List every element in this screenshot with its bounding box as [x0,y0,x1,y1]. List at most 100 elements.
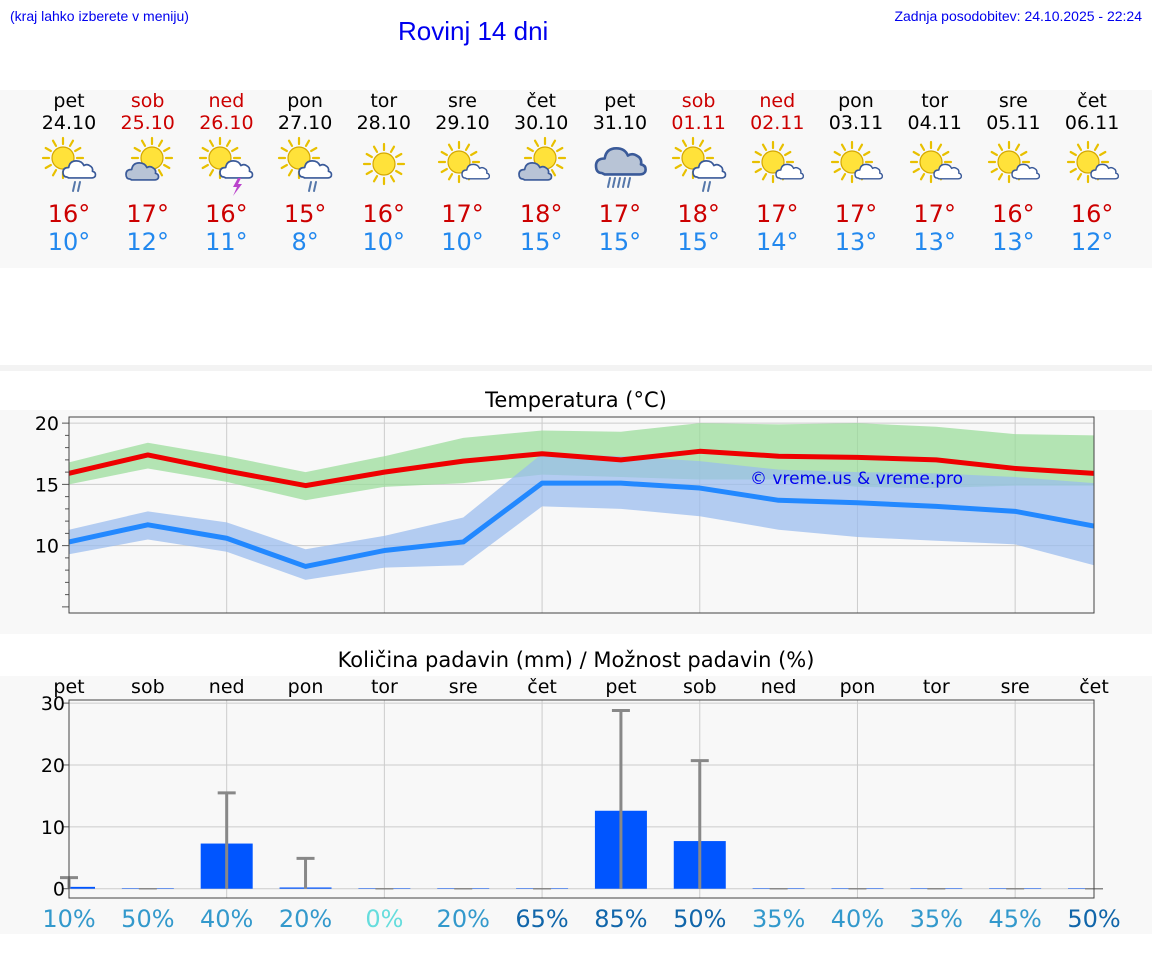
forecast-day: sre 29.10 17° 10° [423,90,503,256]
temp-min: 14° [756,228,799,256]
precip-probability: 85% [594,905,647,933]
x-category-label: sre [1001,676,1030,698]
forecast-day: pet 31.10 17° 15° [580,90,660,256]
precip-probability: 50% [1067,905,1120,933]
day-date: 29.10 [435,112,490,134]
temp-min: 10° [441,228,484,256]
day-name: pon [838,90,874,112]
forecast-day: sob 01.11 18° 15° [659,90,739,256]
plot-frame [68,699,1095,899]
day-date: 27.10 [277,112,333,134]
forecast-day: sre 05.11 16° 13° [973,90,1053,256]
temp-min: 13° [992,228,1035,256]
day-name: sob [130,90,165,112]
day-name: tor [370,90,398,112]
precip-probability: 45% [988,905,1041,933]
forecast-day: tor 04.11 17° 13° [895,90,975,256]
sun-icon [362,142,405,186]
precip-probability: 20% [279,905,332,933]
precip-probability: 35% [910,905,963,933]
day-date: 05.11 [986,112,1041,134]
temp-min: 15° [519,228,563,256]
temp-max: 15° [283,200,327,228]
day-date: 25.10 [120,112,175,134]
temp-min: 15° [598,228,642,256]
day-date: 31.10 [592,112,648,134]
day-name: sre [998,90,1028,112]
forecast-days-panel: pet 24.10 16° 10° sob 25.10 17° 12° ned 26.10 1… [0,90,1152,268]
plot-frame [68,416,1095,614]
temp-min: 10° [47,228,91,256]
precip-probability: 40% [831,905,884,933]
x-category-label: ned [761,676,797,698]
temp-min: 13° [913,228,956,256]
x-category-label: pon [840,676,876,698]
forecast-day: pon 27.10 15° 8° [265,90,345,256]
forecast-day: čet 30.10 18° 15° [501,90,581,256]
y-tick-label: 15 [35,474,59,496]
temp-max: 18° [519,200,563,228]
sun-cloud-thunder-icon [199,136,254,196]
forecast-day: pon 03.11 17° 13° [816,90,896,256]
precip-bar [1068,888,1094,889]
day-name: pet [53,90,85,112]
series-line-max [68,448,1095,489]
x-category-label: ned [209,676,245,698]
temp-max: 16° [992,200,1035,228]
watermark: © vreme.us & vreme.pro [750,469,963,489]
sun-small-cloud-icon [437,140,490,184]
y-tick-label: 10 [35,536,59,558]
temp-min: 12° [126,228,169,256]
temp-min: 10° [362,228,406,256]
day-name: čet [526,90,556,112]
x-category-label: sob [131,676,165,698]
divider [0,365,1152,371]
precip-probability: 65% [515,905,568,933]
temp-max: 16° [1070,200,1114,228]
day-date: 28.10 [356,112,411,134]
sun-cloud-rain-icon [671,136,726,192]
temp-max: 17° [756,200,799,228]
sun-small-cloud-icon [909,140,962,184]
temp-max: 16° [362,200,406,228]
forecast-day: tor 28.10 16° 10° [344,90,424,256]
x-category-label: pon [288,676,324,698]
temp-max: 17° [913,200,956,228]
temp-min: 13° [834,228,878,256]
x-category-label: sob [683,676,717,698]
x-category-label: pet [53,676,84,698]
range-band-min-range [69,453,1094,580]
cloud-heavy-rain-icon [594,147,647,188]
temperature-chart-title: Temperatura (°C) [485,388,667,412]
temp-max: 17° [834,200,878,228]
x-category-label: tor [923,676,950,698]
temp-max: 17° [598,200,642,228]
sun-small-cloud-icon [830,140,884,184]
forecast-day: ned 02.11 17° 14° [737,90,817,256]
day-date: 04.11 [907,112,962,134]
sun-cloud-rain-icon [41,136,97,192]
sun-cloud-icon [124,136,173,181]
day-name: sob [681,90,716,112]
day-date: 30.10 [513,112,569,134]
temp-max: 18° [677,200,720,228]
day-date: 03.11 [828,112,884,134]
precip-probability: 10% [42,905,95,933]
day-date: 24.10 [41,112,97,134]
precip-bar [69,886,95,889]
day-name: pon [287,90,323,112]
sun-small-cloud-icon [988,140,1041,184]
y-tick-label: 0 [53,879,65,901]
sun-cloud-icon [518,136,567,181]
precip-probability: 40% [200,905,253,933]
day-date: 01.11 [671,112,726,134]
location-hint: (kraj lahko izberete v meniju) [10,8,189,24]
day-name: pet [604,90,636,112]
day-name: ned [759,90,796,112]
day-name: tor [921,90,949,112]
x-category-label: čet [527,676,557,698]
forecast-day: čet 06.11 16° 12° [1052,90,1132,256]
y-tick-label: 20 [35,413,59,435]
temp-max: 16° [47,200,91,228]
sun-small-cloud-icon [1066,140,1120,184]
